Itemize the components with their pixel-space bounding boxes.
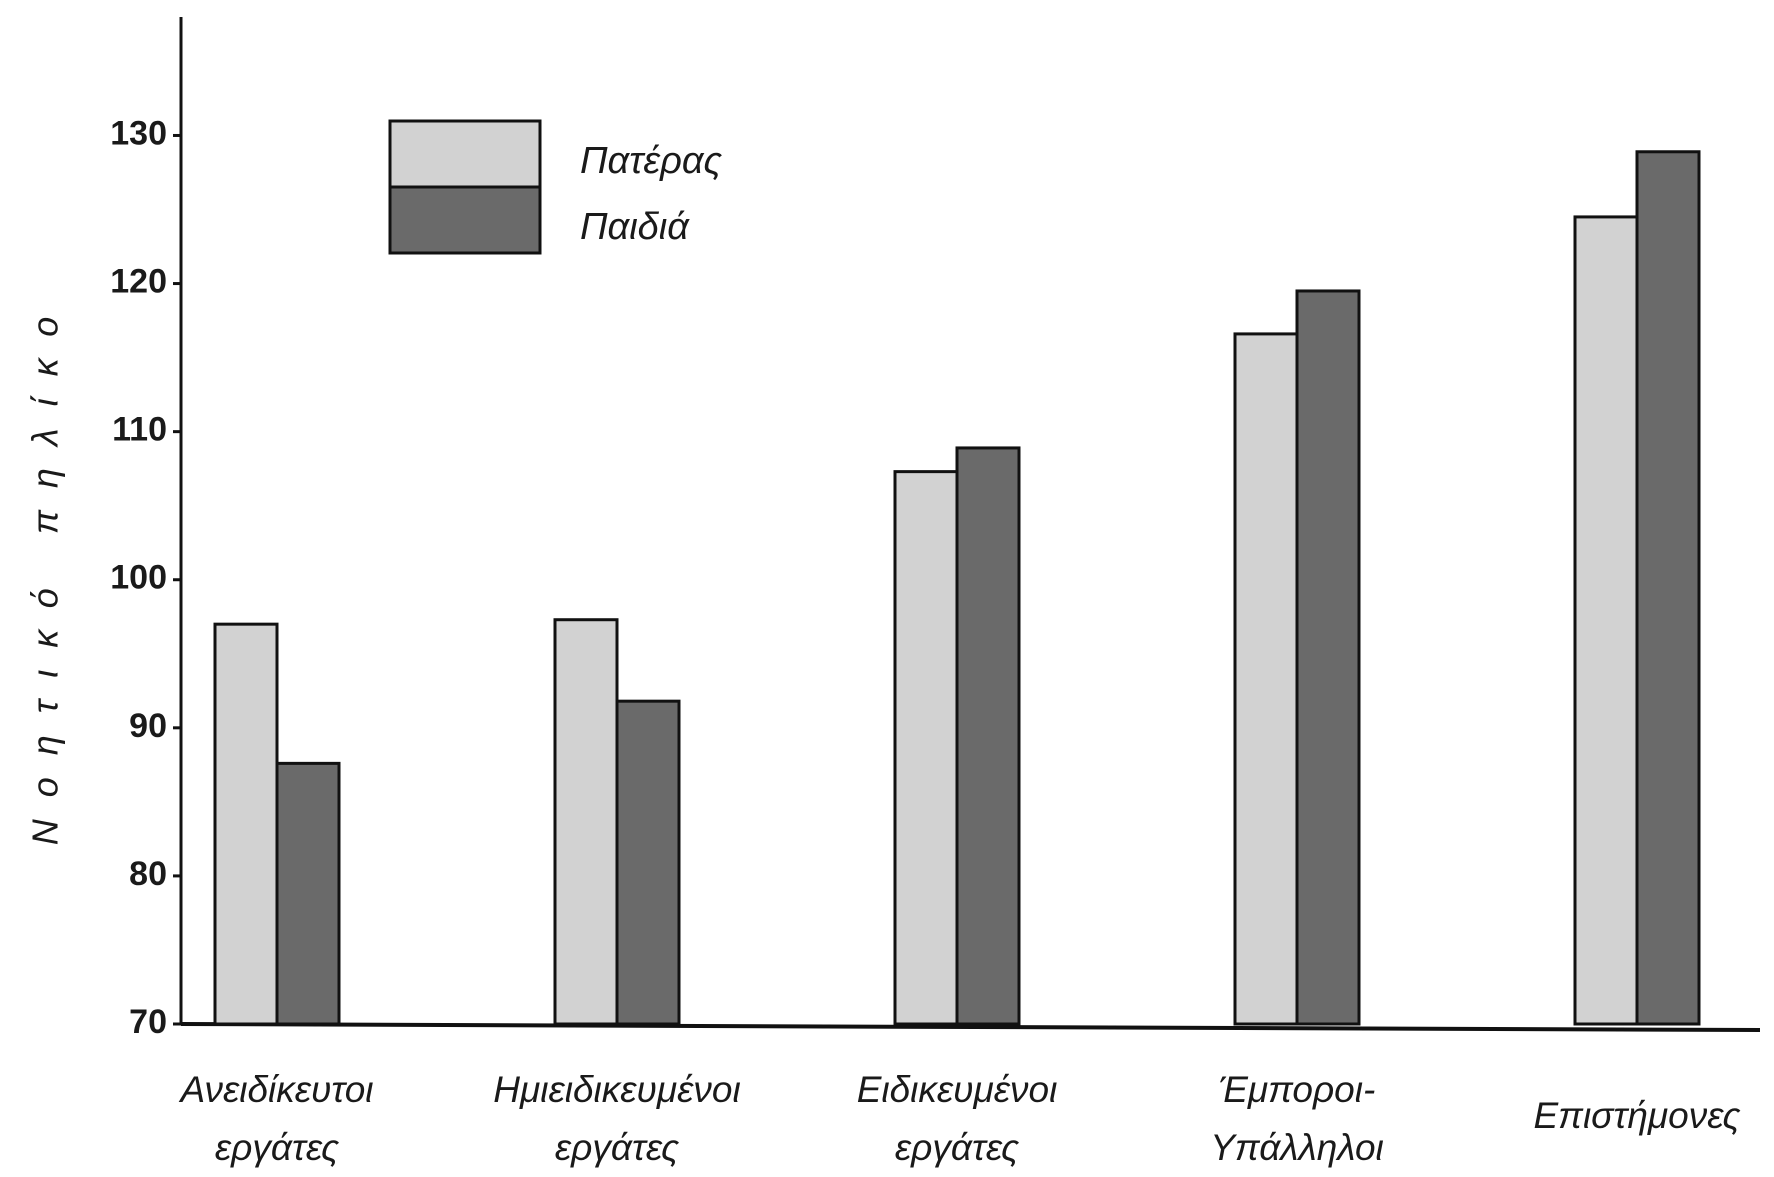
legend-swatch (388, 185, 542, 255)
x-tick-label: εργάτες (215, 1127, 339, 1168)
y-tick-label: 130 (110, 114, 167, 152)
legend-label: Πατέρας (580, 140, 723, 182)
bar (1295, 289, 1361, 1026)
bar (275, 761, 341, 1026)
x-tick-label: Επιστήμονες (1534, 1095, 1741, 1136)
x-axis (180, 1022, 1761, 1032)
bar (893, 470, 959, 1026)
y-tick-label: 70 (129, 1003, 167, 1041)
bar (1635, 150, 1701, 1026)
y-tick-label: 80 (129, 855, 167, 893)
x-tick-label: Υπάλληλοι (1210, 1127, 1384, 1168)
bar (213, 622, 279, 1026)
y-tick-label: 90 (129, 707, 167, 745)
bar (553, 618, 619, 1026)
bar (615, 699, 681, 1026)
bar (1573, 215, 1639, 1026)
bar (1233, 332, 1299, 1026)
legend-label: Παιδιά (580, 206, 690, 248)
x-tick-label: Ημιειδικευμένοι (493, 1069, 740, 1110)
legend-swatch (388, 119, 542, 189)
x-tick-label: εργάτες (555, 1127, 679, 1168)
bar (955, 446, 1021, 1026)
y-tick-label: 100 (110, 559, 167, 597)
y-axis-label: Νοητικό πηλίκο (25, 295, 66, 845)
x-tick-label: Έμποροι- (1219, 1069, 1376, 1110)
y-tick-label: 120 (110, 263, 167, 301)
x-tick-label: εργάτες (895, 1127, 1019, 1168)
x-tick-label: Ειδικευμένοι (857, 1069, 1058, 1110)
x-tick-label: Ανειδίκευτοι (179, 1069, 374, 1110)
y-tick-label: 110 (112, 411, 167, 449)
